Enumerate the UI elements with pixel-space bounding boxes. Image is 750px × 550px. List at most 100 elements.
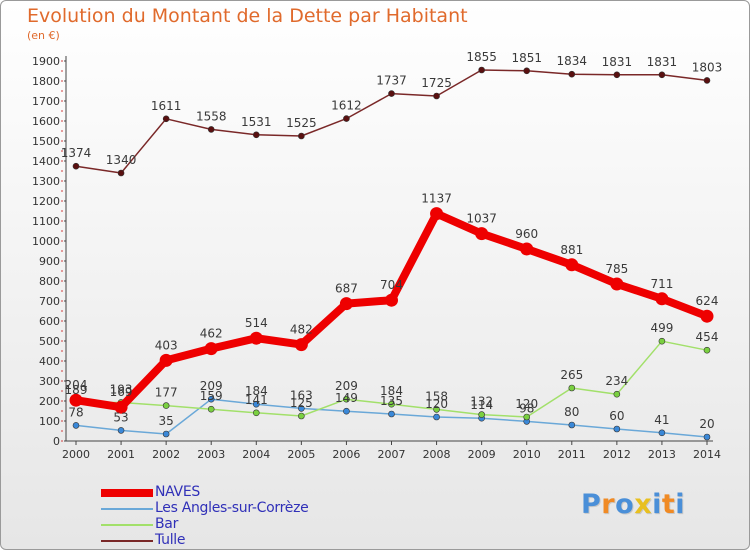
- x-tick-label: 2012: [603, 448, 631, 461]
- data-label: 149: [335, 391, 358, 405]
- data-label: 1340: [106, 153, 137, 167]
- data-label: 1525: [286, 116, 317, 130]
- legend-swatch: [101, 540, 153, 542]
- data-point: [658, 337, 666, 345]
- y-tick-label: 1000: [32, 235, 60, 248]
- logo-letter: i: [652, 489, 662, 520]
- data-label: 1531: [241, 115, 272, 129]
- data-point: [520, 242, 534, 256]
- data-label: 189: [65, 383, 88, 397]
- data-label: 35: [159, 414, 174, 428]
- chart-title: Evolution du Montant de la Dette par Hab…: [27, 5, 468, 27]
- data-label: 1803: [692, 60, 723, 74]
- data-label: 687: [335, 282, 358, 296]
- data-label: 53: [113, 410, 128, 424]
- data-label: 41: [654, 413, 669, 427]
- data-label: 704: [380, 278, 403, 292]
- data-label: 120: [515, 397, 538, 411]
- data-point: [252, 400, 260, 408]
- y-tick-label: 100: [39, 415, 60, 428]
- data-point: [207, 395, 215, 403]
- data-label: 1737: [376, 74, 407, 88]
- data-label: 169: [110, 385, 133, 399]
- data-label: 1831: [647, 55, 678, 69]
- data-point: [703, 433, 711, 441]
- data-point: [388, 400, 395, 408]
- data-label: 1037: [466, 212, 497, 226]
- data-point: [162, 430, 170, 438]
- data-point: [475, 227, 489, 241]
- x-tick-label: 2001: [107, 448, 135, 461]
- x-tick-label: 2002: [152, 448, 180, 461]
- data-label: 80: [564, 405, 579, 419]
- logo-letter: o: [615, 489, 635, 520]
- data-point: [565, 258, 579, 272]
- y-tick-label: 1200: [32, 195, 60, 208]
- data-point: [700, 309, 714, 323]
- data-point: [162, 115, 170, 123]
- y-tick-label: 400: [39, 355, 60, 368]
- data-label: 132: [470, 395, 493, 409]
- data-label: 1612: [331, 99, 362, 113]
- data-label: 499: [650, 321, 673, 335]
- data-point: [204, 342, 218, 356]
- data-label: 960: [515, 227, 538, 241]
- data-label: 114: [470, 398, 493, 412]
- data-point: [343, 407, 350, 415]
- data-label: 209: [335, 379, 358, 393]
- data-point: [69, 393, 83, 407]
- data-point: [613, 425, 621, 433]
- data-label: 711: [650, 277, 673, 291]
- chart-unit: (en €): [27, 29, 60, 42]
- data-label: 454: [696, 330, 719, 344]
- data-label: 177: [155, 386, 178, 400]
- x-tick-label: 2008: [423, 448, 451, 461]
- data-point: [568, 70, 576, 78]
- data-label: 785: [605, 262, 628, 276]
- x-tick-label: 2007: [378, 448, 406, 461]
- data-point: [162, 402, 170, 409]
- data-point: [568, 421, 576, 429]
- data-label: 234: [605, 374, 628, 388]
- data-label: 193: [110, 382, 133, 396]
- logo-letter: x: [634, 489, 653, 520]
- data-point: [433, 406, 440, 413]
- y-tick-label: 1900: [32, 55, 60, 68]
- data-label: 1834: [557, 54, 588, 68]
- data-point: [343, 115, 350, 122]
- data-point: [294, 338, 308, 352]
- x-tick-label: 2003: [197, 448, 225, 461]
- y-tick-label: 1400: [32, 155, 60, 168]
- data-point: [249, 331, 263, 345]
- y-tick-label: 0: [53, 435, 60, 448]
- data-point: [72, 162, 80, 170]
- data-label: 1725: [421, 76, 452, 90]
- data-point: [385, 293, 398, 307]
- data-label: 20: [699, 417, 714, 431]
- y-tick-label: 500: [39, 335, 60, 348]
- data-label: 125: [290, 396, 313, 410]
- y-tick-label: 1800: [32, 75, 60, 88]
- data-label: 881: [560, 243, 583, 257]
- data-point: [207, 126, 215, 133]
- legend-label: Les Angles-sur-Corrèze: [155, 500, 309, 516]
- data-point: [117, 169, 125, 177]
- data-point: [568, 384, 576, 392]
- data-label: 135: [380, 394, 403, 408]
- x-tick-label: 2013: [648, 448, 676, 461]
- data-label: 1374: [61, 146, 92, 160]
- data-label: 265: [560, 368, 583, 382]
- x-tick-label: 2000: [62, 448, 90, 461]
- x-tick-label: 2011: [558, 448, 586, 461]
- y-tick-label: 1600: [32, 115, 60, 128]
- data-label: 204: [65, 378, 88, 392]
- data-point: [298, 412, 305, 420]
- legend-label: Tulle: [155, 532, 186, 548]
- data-point: [159, 353, 173, 367]
- data-point: [433, 92, 440, 100]
- data-label: 403: [155, 338, 178, 352]
- data-point: [252, 131, 260, 139]
- data-label: 209: [200, 379, 223, 393]
- data-point: [703, 346, 711, 354]
- x-tick-label: 2004: [242, 448, 270, 461]
